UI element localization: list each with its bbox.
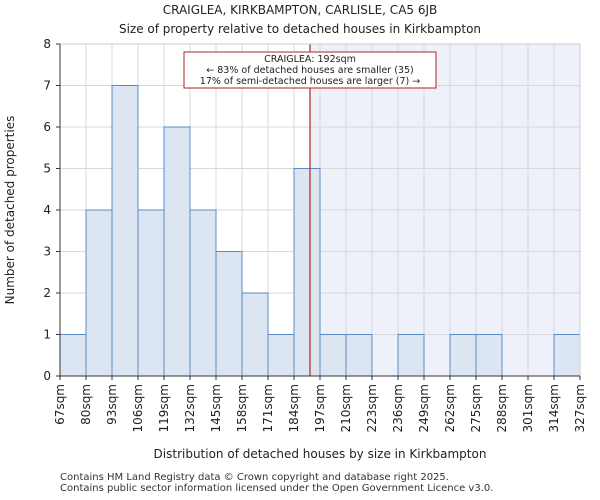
y-tick-label: 5	[43, 162, 51, 176]
x-tick-label: 145sqm	[209, 384, 223, 432]
bar	[319, 334, 347, 377]
bar	[215, 251, 243, 377]
bar	[241, 292, 269, 377]
x-tick-label: 158sqm	[235, 384, 249, 432]
x-tick-label: 80sqm	[79, 384, 93, 425]
y-tick-label: 6	[43, 120, 51, 134]
bar	[111, 85, 139, 377]
x-tick-label: 288sqm	[495, 384, 509, 432]
bar	[553, 334, 581, 377]
x-tick-label: 67sqm	[53, 384, 67, 425]
y-axis-label: Number of detached properties	[3, 116, 17, 305]
bar	[397, 334, 425, 377]
x-tick-label: 314sqm	[547, 384, 561, 432]
annotation-line-1: ← 83% of detached houses are smaller (35…	[206, 65, 413, 76]
bar	[189, 209, 217, 377]
footer-line-2: Contains public sector information licen…	[60, 483, 494, 494]
x-tick-label: 223sqm	[365, 384, 379, 432]
x-tick-label: 171sqm	[261, 384, 275, 432]
marker-annotation: CRAIGLEA: 192sqm ← 83% of detached house…	[183, 51, 437, 89]
bar	[345, 334, 373, 377]
footer-line-1: Contains HM Land Registry data © Crown c…	[60, 472, 449, 483]
x-tick-label: 132sqm	[183, 384, 197, 432]
x-tick-label: 301sqm	[521, 384, 535, 432]
bars	[59, 85, 581, 377]
x-axis-label: Distribution of detached houses by size …	[154, 447, 487, 461]
bar	[267, 334, 295, 377]
x-tick-label: 184sqm	[287, 384, 301, 432]
y-tick-label: 4	[43, 203, 51, 217]
bar	[449, 334, 477, 377]
x-tick-label: 106sqm	[131, 384, 145, 432]
bar	[293, 168, 321, 377]
bar	[163, 126, 191, 377]
x-tick-label: 275sqm	[469, 384, 483, 432]
x-tick-label: 236sqm	[391, 384, 405, 432]
y-ticks: 0 1 2 3 4 5 6 7 8	[43, 37, 60, 383]
x-tick-label: 249sqm	[417, 384, 431, 432]
y-tick-label: 7	[43, 79, 51, 93]
x-tick-label: 197sqm	[313, 384, 327, 432]
y-tick-label: 3	[43, 245, 51, 259]
footer: Contains HM Land Registry data © Crown c…	[60, 472, 493, 494]
x-tick-label: 93sqm	[105, 384, 119, 425]
x-tick-label: 262sqm	[443, 384, 457, 432]
bar	[59, 334, 87, 377]
y-tick-label: 1	[43, 328, 51, 342]
x-tick-label: 119sqm	[157, 384, 171, 432]
y-tick-label: 2	[43, 286, 51, 300]
x-tick-label: 210sqm	[339, 384, 353, 432]
x-tick-label: 327sqm	[573, 384, 587, 432]
annotation-title: CRAIGLEA: 192sqm	[264, 54, 356, 65]
y-tick-label: 8	[43, 37, 51, 51]
bar	[137, 209, 165, 377]
x-ticks: 67sqm 80sqm 93sqm 106sqm 119sqm 132sqm 145sqm 1…	[53, 376, 587, 432]
bar	[85, 209, 113, 377]
chart-title: CRAIGLEA, KIRKBAMPTON, CARLISLE, CA5 6JB	[163, 3, 438, 17]
annotation-box	[183, 51, 437, 89]
y-tick-label: 0	[43, 369, 51, 383]
chart-subtitle: Size of property relative to detached ho…	[119, 22, 481, 36]
bar	[475, 334, 503, 377]
annotation-line-2: 17% of semi-detached houses are larger (…	[200, 76, 420, 87]
